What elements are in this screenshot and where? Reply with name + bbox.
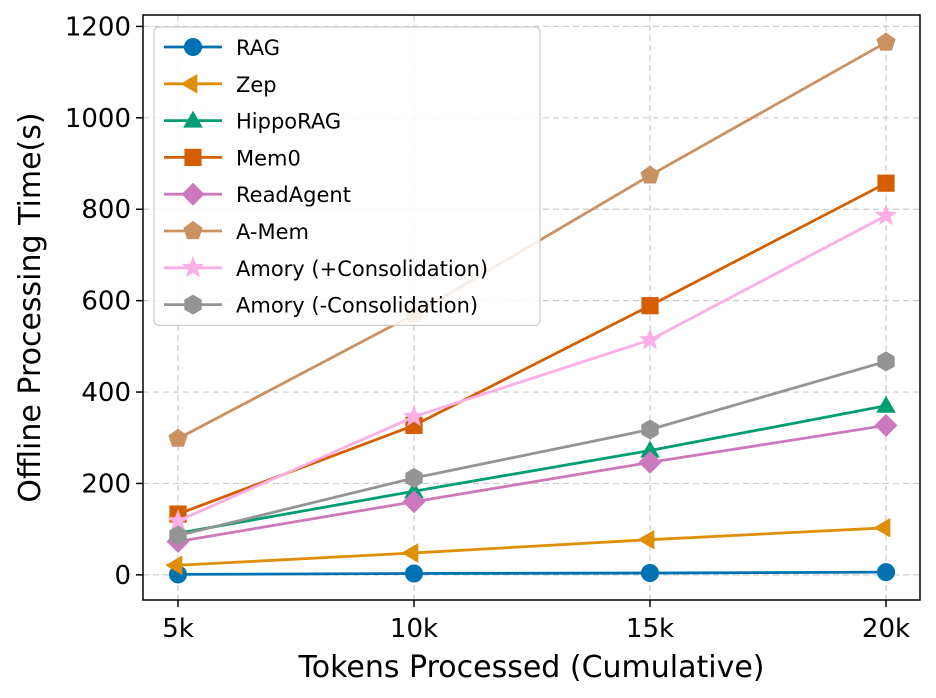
ticks: 0 200 400 600 800 1000 1200 5k 10k 15k 20k bbox=[65, 12, 910, 644]
x-tick-label: 10k bbox=[390, 614, 438, 644]
data-point bbox=[404, 564, 424, 583]
legend-entry: A-Mem bbox=[164, 220, 309, 244]
legend: RAG Zep HippoRAG Mem0 ReadAgent A-Mem Amory (+… bbox=[153, 26, 541, 326]
series-rag bbox=[168, 563, 896, 584]
legend-entry: Zep bbox=[164, 73, 277, 97]
data-point bbox=[169, 525, 187, 546]
data-point bbox=[874, 413, 898, 437]
data-point bbox=[638, 328, 662, 350]
legend-box bbox=[153, 26, 541, 326]
series-amory-consolidation bbox=[169, 351, 895, 546]
data-point bbox=[877, 351, 895, 372]
y-tick-label: 200 bbox=[81, 469, 131, 499]
legend-entry: Amory (-Consolidation) bbox=[164, 294, 478, 318]
legend-marker bbox=[180, 73, 198, 94]
data-point bbox=[638, 450, 662, 474]
legend-entry: HippoRAG bbox=[164, 110, 341, 134]
series-line bbox=[177, 360, 887, 537]
series-line bbox=[177, 570, 887, 576]
x-axis-label: Tokens Processed (Cumulative) bbox=[298, 650, 765, 685]
data-point bbox=[641, 419, 659, 440]
data-point bbox=[402, 490, 426, 514]
data-point bbox=[640, 563, 660, 583]
legend-label: Amory (-Consolidation) bbox=[236, 294, 478, 318]
y-tick-label: 800 bbox=[81, 195, 131, 225]
data-point bbox=[874, 203, 898, 226]
data-point bbox=[641, 297, 659, 315]
y-tick-label: 1000 bbox=[65, 104, 131, 134]
y-tick-label: 1200 bbox=[65, 12, 131, 42]
data-point bbox=[405, 467, 423, 488]
legend-marker bbox=[184, 148, 202, 167]
y-tick-label: 0 bbox=[114, 561, 131, 591]
data-point bbox=[168, 428, 188, 447]
legend-entry: Amory (+Consolidation) bbox=[164, 256, 488, 281]
y-tick-label: 600 bbox=[81, 287, 131, 317]
legend-label: Amory (+Consolidation) bbox=[236, 257, 488, 281]
legend-marker bbox=[181, 256, 205, 278]
data-point bbox=[637, 529, 655, 550]
data-point bbox=[166, 509, 190, 531]
series-zep bbox=[165, 517, 891, 576]
plot-frame bbox=[142, 14, 921, 601]
legend-label: Mem0 bbox=[236, 146, 301, 170]
series-line bbox=[177, 424, 887, 543]
legend-marker bbox=[183, 110, 203, 128]
legend-marker bbox=[184, 294, 202, 315]
x-tick-label: 20k bbox=[862, 614, 910, 644]
legend-label: Zep bbox=[236, 73, 277, 97]
legend-label: A-Mem bbox=[236, 220, 309, 244]
legend-marker bbox=[183, 220, 203, 240]
series-line bbox=[177, 214, 887, 523]
data-point bbox=[165, 555, 183, 576]
legend-label: ReadAgent bbox=[236, 183, 351, 207]
data-point bbox=[402, 404, 426, 427]
legend-label: RAG bbox=[236, 36, 280, 60]
data-point bbox=[873, 517, 891, 538]
legend-marker bbox=[181, 182, 205, 206]
legend-marker bbox=[183, 37, 203, 57]
data-point bbox=[877, 174, 895, 192]
data-point bbox=[401, 543, 419, 563]
series-line bbox=[177, 404, 887, 535]
series-line bbox=[177, 526, 887, 567]
x-tick-label: 5k bbox=[162, 614, 194, 644]
legend-entry: RAG bbox=[164, 36, 280, 60]
legend-entry: ReadAgent bbox=[164, 182, 351, 207]
legend-entry: Mem0 bbox=[164, 146, 301, 170]
data-point bbox=[876, 395, 896, 413]
series-hipporag bbox=[168, 395, 896, 541]
legend-label: HippoRAG bbox=[236, 110, 341, 134]
y-tick-label: 400 bbox=[81, 378, 131, 408]
x-tick-label: 15k bbox=[626, 614, 674, 644]
data-point bbox=[876, 32, 896, 51]
series-amory-consolidation bbox=[166, 203, 898, 531]
data-point bbox=[876, 563, 896, 582]
data-point bbox=[640, 165, 660, 184]
y-axis-label: Offline Processing Time(s) bbox=[13, 112, 48, 502]
